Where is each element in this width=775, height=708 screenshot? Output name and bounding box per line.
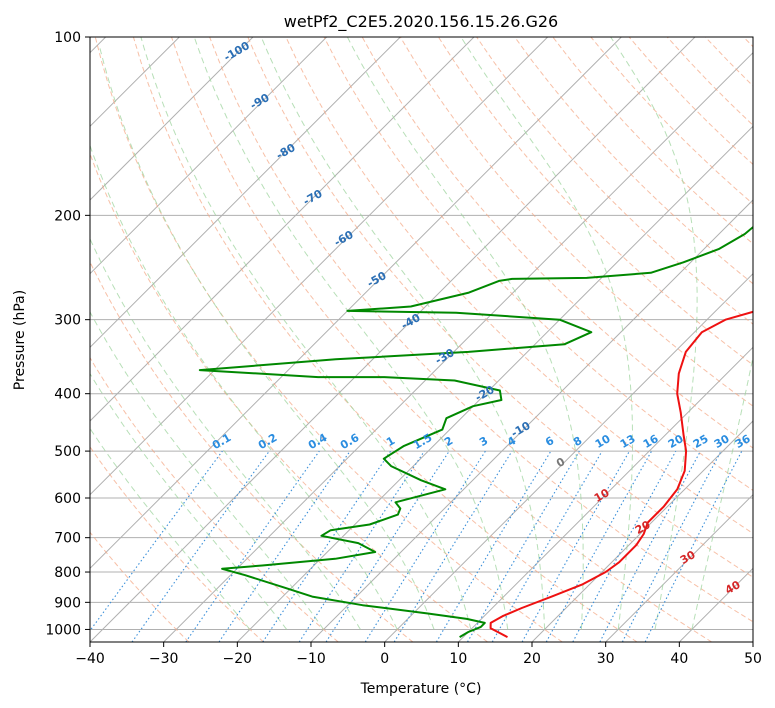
mixing-ratio-line [572,450,677,642]
moist-adiabat-line [90,427,251,630]
y-tick-label: 900 [54,595,81,611]
data-layer [198,225,753,638]
isotherm-line [236,125,753,642]
temperature-trace-line [489,310,753,638]
moist-adiabat-line [99,46,435,630]
mixing-ratio-line [325,450,450,642]
mixing-ratio-line [545,450,653,642]
mixing-ratio-line [393,450,513,642]
moist-adiabat-line [90,237,361,630]
moist-adiabat-line [90,144,398,630]
isotherm-line [457,346,753,642]
dry-adiabat-line [90,446,264,642]
isotherm-line [531,420,753,642]
moist-adiabat-line [610,37,698,630]
moist-adiabat-line [346,37,584,630]
dry-adiabat-line [171,37,712,642]
mixing-ratio-line [521,450,630,642]
y-tick-label: 200 [54,208,81,224]
moist-adiabat-line [460,37,633,630]
moist-adiabat-line [260,37,546,630]
isotherm-line [90,37,328,275]
dry-adiabat-line [132,37,638,642]
isotherm-line [90,37,622,570]
isotherm-line [605,493,753,642]
isotherm-line [384,272,753,642]
x-tick-label: 30 [597,651,615,667]
x-tick-label: 0 [380,651,389,667]
dewpoint-trace-line [198,225,753,638]
y-tick-label: 800 [54,565,81,581]
moist-adiabat-line [193,37,509,630]
isotherm-line [90,37,696,642]
mixing-ratio-line [185,450,320,642]
y-tick-label: 400 [54,387,81,403]
moist-adiabat-line [90,372,288,630]
dry-adiabat-line [90,531,190,642]
y-tick-label: 1000 [45,622,81,638]
x-tick-label: −20 [223,651,253,667]
y-tick-label: 300 [54,313,81,329]
dry-adiabat-line [90,260,414,642]
mixing-ratio-line [90,450,223,632]
chart-title: wetPf2_C2E5.2020.156.15.26.G26 [284,12,558,32]
mixing-ratio-line [218,450,351,642]
mixing-ratio-line [131,450,270,642]
dry-adiabat-line [247,37,753,578]
x-tick-label: 50 [744,651,762,667]
x-tick-label: −10 [296,651,326,667]
moist-adiabat-line [90,310,324,630]
dry-adiabat-line [514,37,753,285]
y-tick-label: 500 [54,444,81,460]
dry-adiabat-line [285,37,753,535]
isotherm-line [90,37,254,201]
x-tick-label: 20 [523,651,541,667]
mixing-ratio-line [644,450,743,642]
y-tick-label: 100 [54,30,81,46]
x-tick-label: −30 [149,651,179,667]
dry-adiabat-line [90,152,488,642]
dry-adiabat-line [361,37,753,449]
dry-adiabat-line [437,37,753,366]
x-tick-label: −40 [75,651,105,667]
mixing-ratio-line [262,450,392,642]
plot-frame [89,36,754,643]
x-tick-label: 10 [449,651,467,667]
mixing-ratio-line [298,450,425,642]
dry-adiabat-line [209,37,753,623]
isotherm-line [90,37,475,422]
isotherm-line [90,37,401,349]
dry-adiabat-line [90,356,339,642]
y-tick-label: 600 [54,491,81,507]
y-axis-title: Pressure (hPa) [12,290,28,390]
moist-adiabat-line [691,355,753,630]
x-axis-title: Temperature (°C) [360,681,482,697]
dry-adiabat-line [399,37,753,407]
isotherm-line [90,37,549,496]
y-tick-label: 700 [54,531,81,547]
x-tick-label: 40 [670,651,688,667]
axis-layer: −40 −30 −20 −10 0 10 20 30 40 50 100 200 300 400 500 60… [45,30,762,667]
moist-adiabat-line [140,37,472,630]
isotherm-line [163,51,753,642]
